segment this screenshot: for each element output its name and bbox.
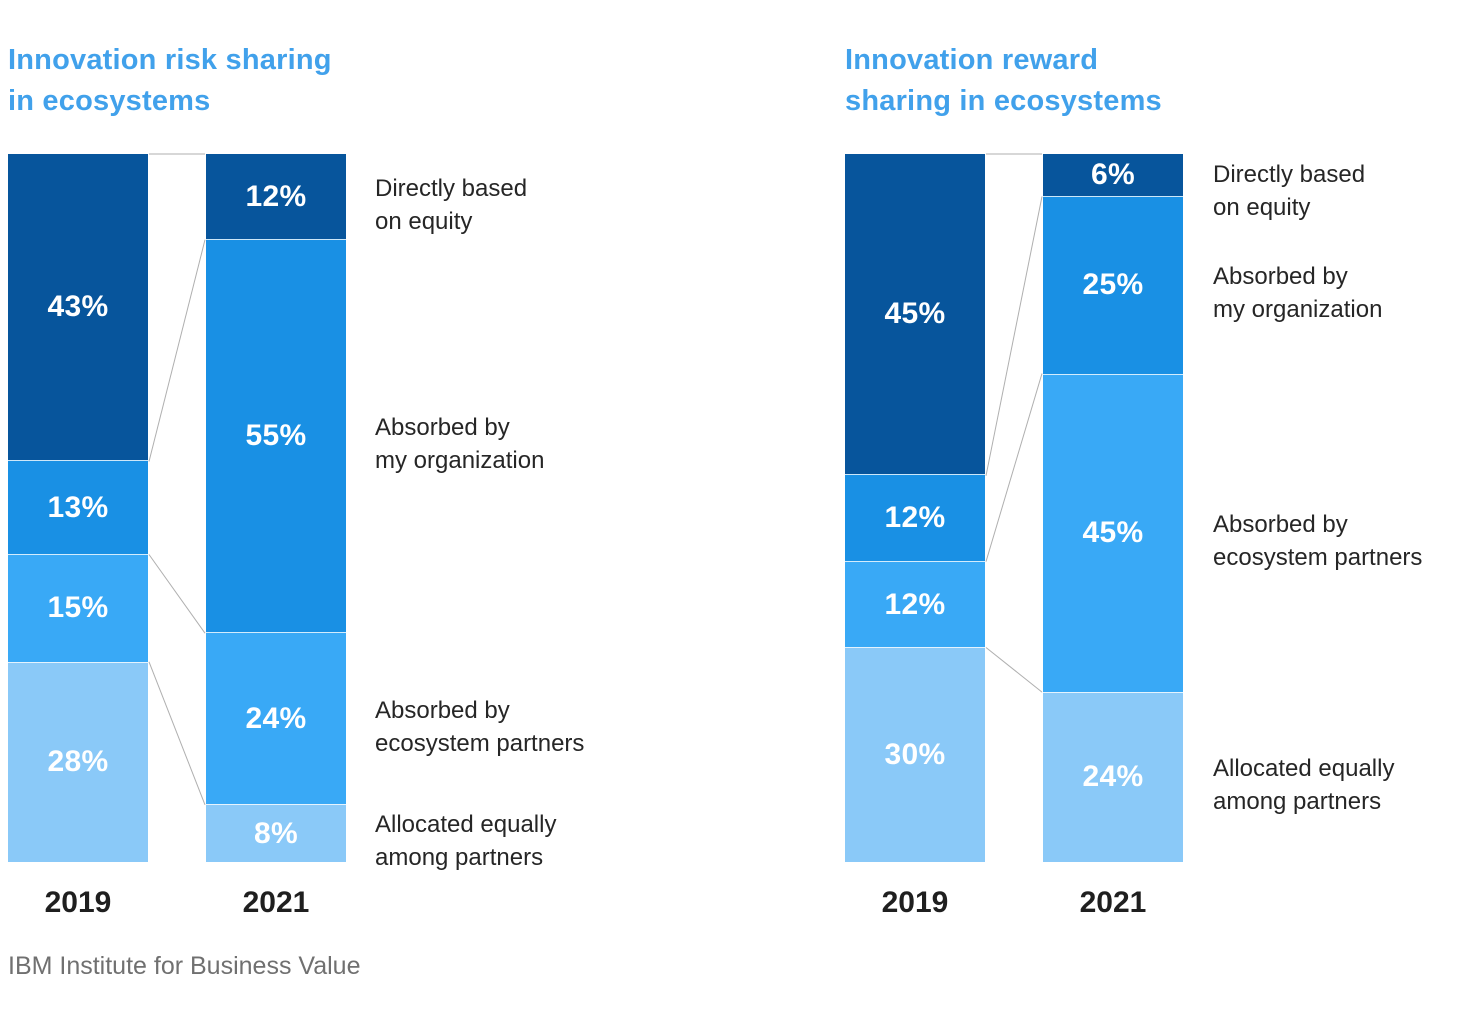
segment-category-label: Allocated equally among partners <box>375 811 557 872</box>
segment-value-label: 45% <box>884 297 946 331</box>
segment-value-label: 15% <box>47 591 109 625</box>
reward-sharing-chart-stacked-bar-2019: 45% 12% 12% 30% <box>845 154 985 862</box>
bar-segment: 55% <box>206 239 346 633</box>
segment-value-label: 6% <box>1091 158 1135 192</box>
reward-sharing-chart-title: Innovation reward sharing in ecosystems <box>845 44 1162 117</box>
segment-value-label: 30% <box>884 738 946 772</box>
segment-value-label: 24% <box>1082 760 1144 794</box>
bar-segment: 13% <box>8 460 148 554</box>
segment-value-label: 13% <box>47 490 109 524</box>
segment-value-label: 45% <box>1082 516 1144 550</box>
bar-segment: 12% <box>845 560 985 648</box>
connector-line <box>985 373 1043 562</box>
reward-sharing-chart-x-label-2019: 2019 <box>881 886 949 919</box>
connector-line <box>148 239 206 462</box>
segment-value-label: 55% <box>245 419 307 453</box>
connector-line <box>985 647 1043 693</box>
segment-value-label: 12% <box>245 179 307 213</box>
bar-segment: 12% <box>845 474 985 561</box>
bar-segment: 28% <box>8 661 148 862</box>
reward-sharing-chart-stacked-bar-2021: 6% 25% 45% 24% <box>1043 154 1183 862</box>
reward-sharing-chart-x-label-2021: 2021 <box>1079 886 1147 919</box>
bar-segment: 45% <box>1043 373 1183 692</box>
segment-value-label: 25% <box>1082 268 1144 302</box>
bar-segment: 43% <box>8 154 148 461</box>
connector-line <box>985 196 1043 476</box>
bar-segment: 45% <box>845 154 985 475</box>
segment-category-label: Directly based on equity <box>375 174 528 235</box>
risk-sharing-chart-x-label-2019: 2019 <box>44 886 112 919</box>
bar-segment: 8% <box>206 804 346 862</box>
bar-segment: 24% <box>1043 691 1183 862</box>
segment-category-label: Directly based on equity <box>1213 161 1366 221</box>
segment-category-label: Absorbed by my organization <box>375 414 545 475</box>
segment-value-label: 12% <box>884 587 946 621</box>
risk-sharing-chart-stacked-bar-2019: 43% 13% 15% 28% <box>8 154 148 862</box>
segment-category-label: Allocated equally among partners <box>1213 755 1395 816</box>
risk-sharing-chart-stacked-bar-2021: 12% 55% 24% 8% <box>206 154 346 862</box>
bar-segment: 6% <box>1043 154 1183 197</box>
segment-category-label: Absorbed by ecosystem partners <box>375 696 585 757</box>
bar-segment: 15% <box>8 553 148 662</box>
segment-value-label: 8% <box>254 816 298 850</box>
bar-segment: 24% <box>206 632 346 805</box>
segment-value-label: 12% <box>884 501 946 535</box>
segment-value-label: 24% <box>245 701 307 735</box>
connector-line <box>148 661 206 805</box>
risk-sharing-chart-title: Innovation risk sharing in ecosystems <box>8 44 332 117</box>
segment-category-label: Absorbed by my organization <box>1213 262 1383 323</box>
connector-line <box>148 554 206 634</box>
risk-sharing-chart-x-label-2021: 2021 <box>242 886 310 919</box>
segment-value-label: 43% <box>47 290 109 324</box>
bar-segment: 25% <box>1043 196 1183 374</box>
segment-value-label: 28% <box>47 745 109 779</box>
bar-segment: 30% <box>845 647 985 862</box>
source-attribution: IBM Institute for Business Value <box>8 952 361 980</box>
segment-category-label: Absorbed by ecosystem partners <box>1213 510 1423 571</box>
bar-segment: 12% <box>206 154 346 240</box>
